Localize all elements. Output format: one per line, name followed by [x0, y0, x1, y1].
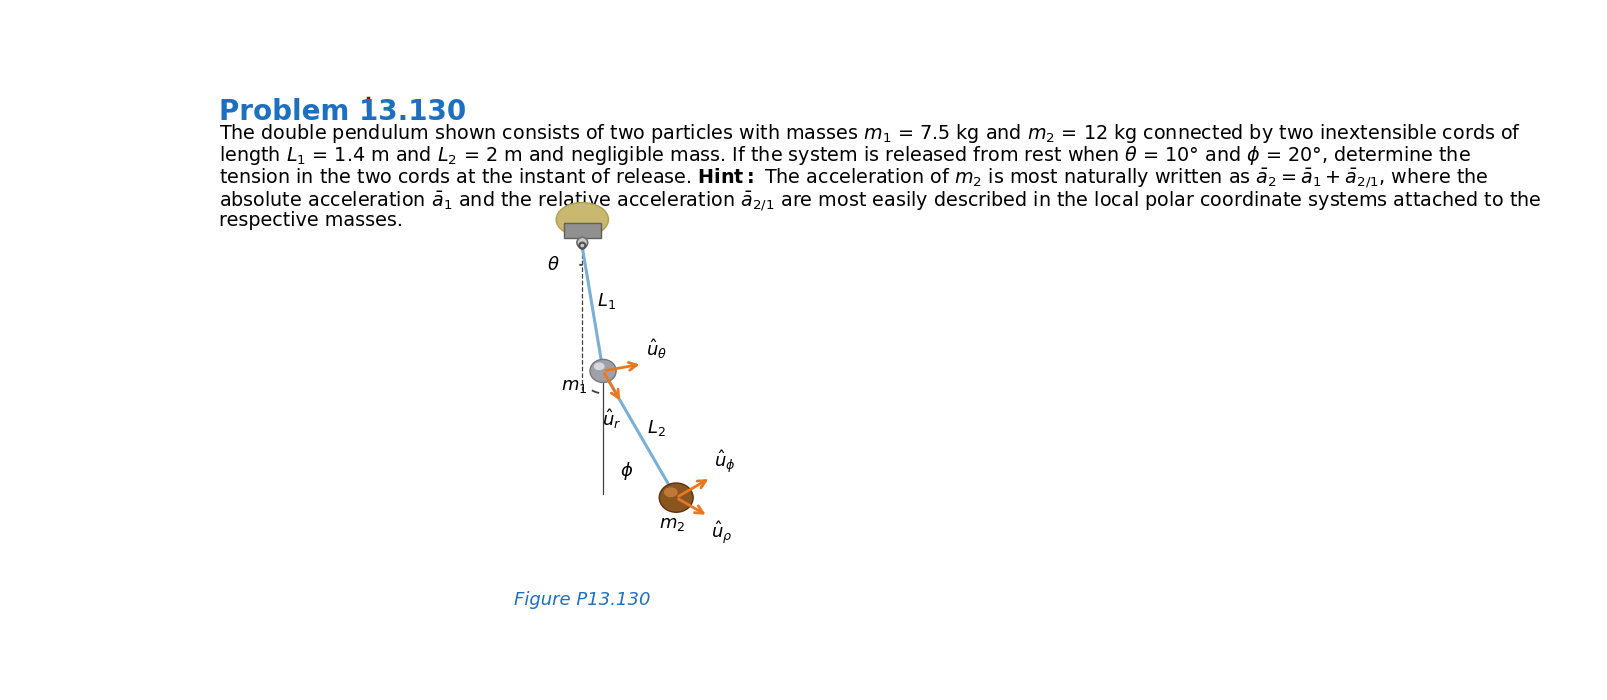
FancyArrowPatch shape: [604, 373, 619, 398]
Circle shape: [577, 237, 587, 248]
Ellipse shape: [556, 202, 607, 237]
Text: absolute acceleration $\bar{a}_1$ and the relative acceleration $\bar{a}_{2/1}$ : absolute acceleration $\bar{a}_1$ and th…: [219, 189, 1541, 213]
Ellipse shape: [590, 359, 615, 382]
Text: The double pendulum shown consists of two particles with masses $m_1$ = 7.5 kg a: The double pendulum shown consists of tw…: [219, 122, 1520, 145]
Text: $\hat{u}_\theta$: $\hat{u}_\theta$: [644, 337, 667, 361]
Ellipse shape: [593, 363, 604, 370]
Text: Problem 13.130: Problem 13.130: [219, 98, 466, 126]
Text: respective masses.: respective masses.: [219, 211, 403, 230]
Text: $\theta$: $\theta$: [546, 256, 559, 274]
Text: Figure P13.130: Figure P13.130: [514, 591, 651, 609]
Ellipse shape: [659, 483, 693, 512]
Text: $\hat{u}_r$: $\hat{u}_r$: [601, 407, 620, 431]
Text: $L_1$: $L_1$: [596, 291, 615, 312]
Text: $\hat{u}_\phi$: $\hat{u}_\phi$: [714, 447, 734, 475]
Text: tension in the two cords at the instant of release. $\mathbf{Hint:}$ The acceler: tension in the two cords at the instant …: [219, 167, 1488, 190]
Text: $m_2$: $m_2$: [659, 514, 685, 533]
Ellipse shape: [664, 487, 677, 497]
Text: $\hat{u}_\rho$: $\hat{u}_\rho$: [710, 519, 733, 546]
Text: $\phi$: $\phi$: [620, 460, 633, 482]
Text: $m_1$: $m_1$: [561, 377, 587, 395]
Text: length $L_1$ = 1.4 m and $L_2$ = 2 m and negligible mass. If the system is relea: length $L_1$ = 1.4 m and $L_2$ = 2 m and…: [219, 144, 1470, 167]
Text: $L_2$: $L_2$: [648, 418, 665, 438]
FancyArrowPatch shape: [606, 363, 636, 370]
FancyArrowPatch shape: [678, 481, 705, 496]
FancyBboxPatch shape: [564, 223, 601, 238]
FancyArrowPatch shape: [678, 499, 702, 513]
